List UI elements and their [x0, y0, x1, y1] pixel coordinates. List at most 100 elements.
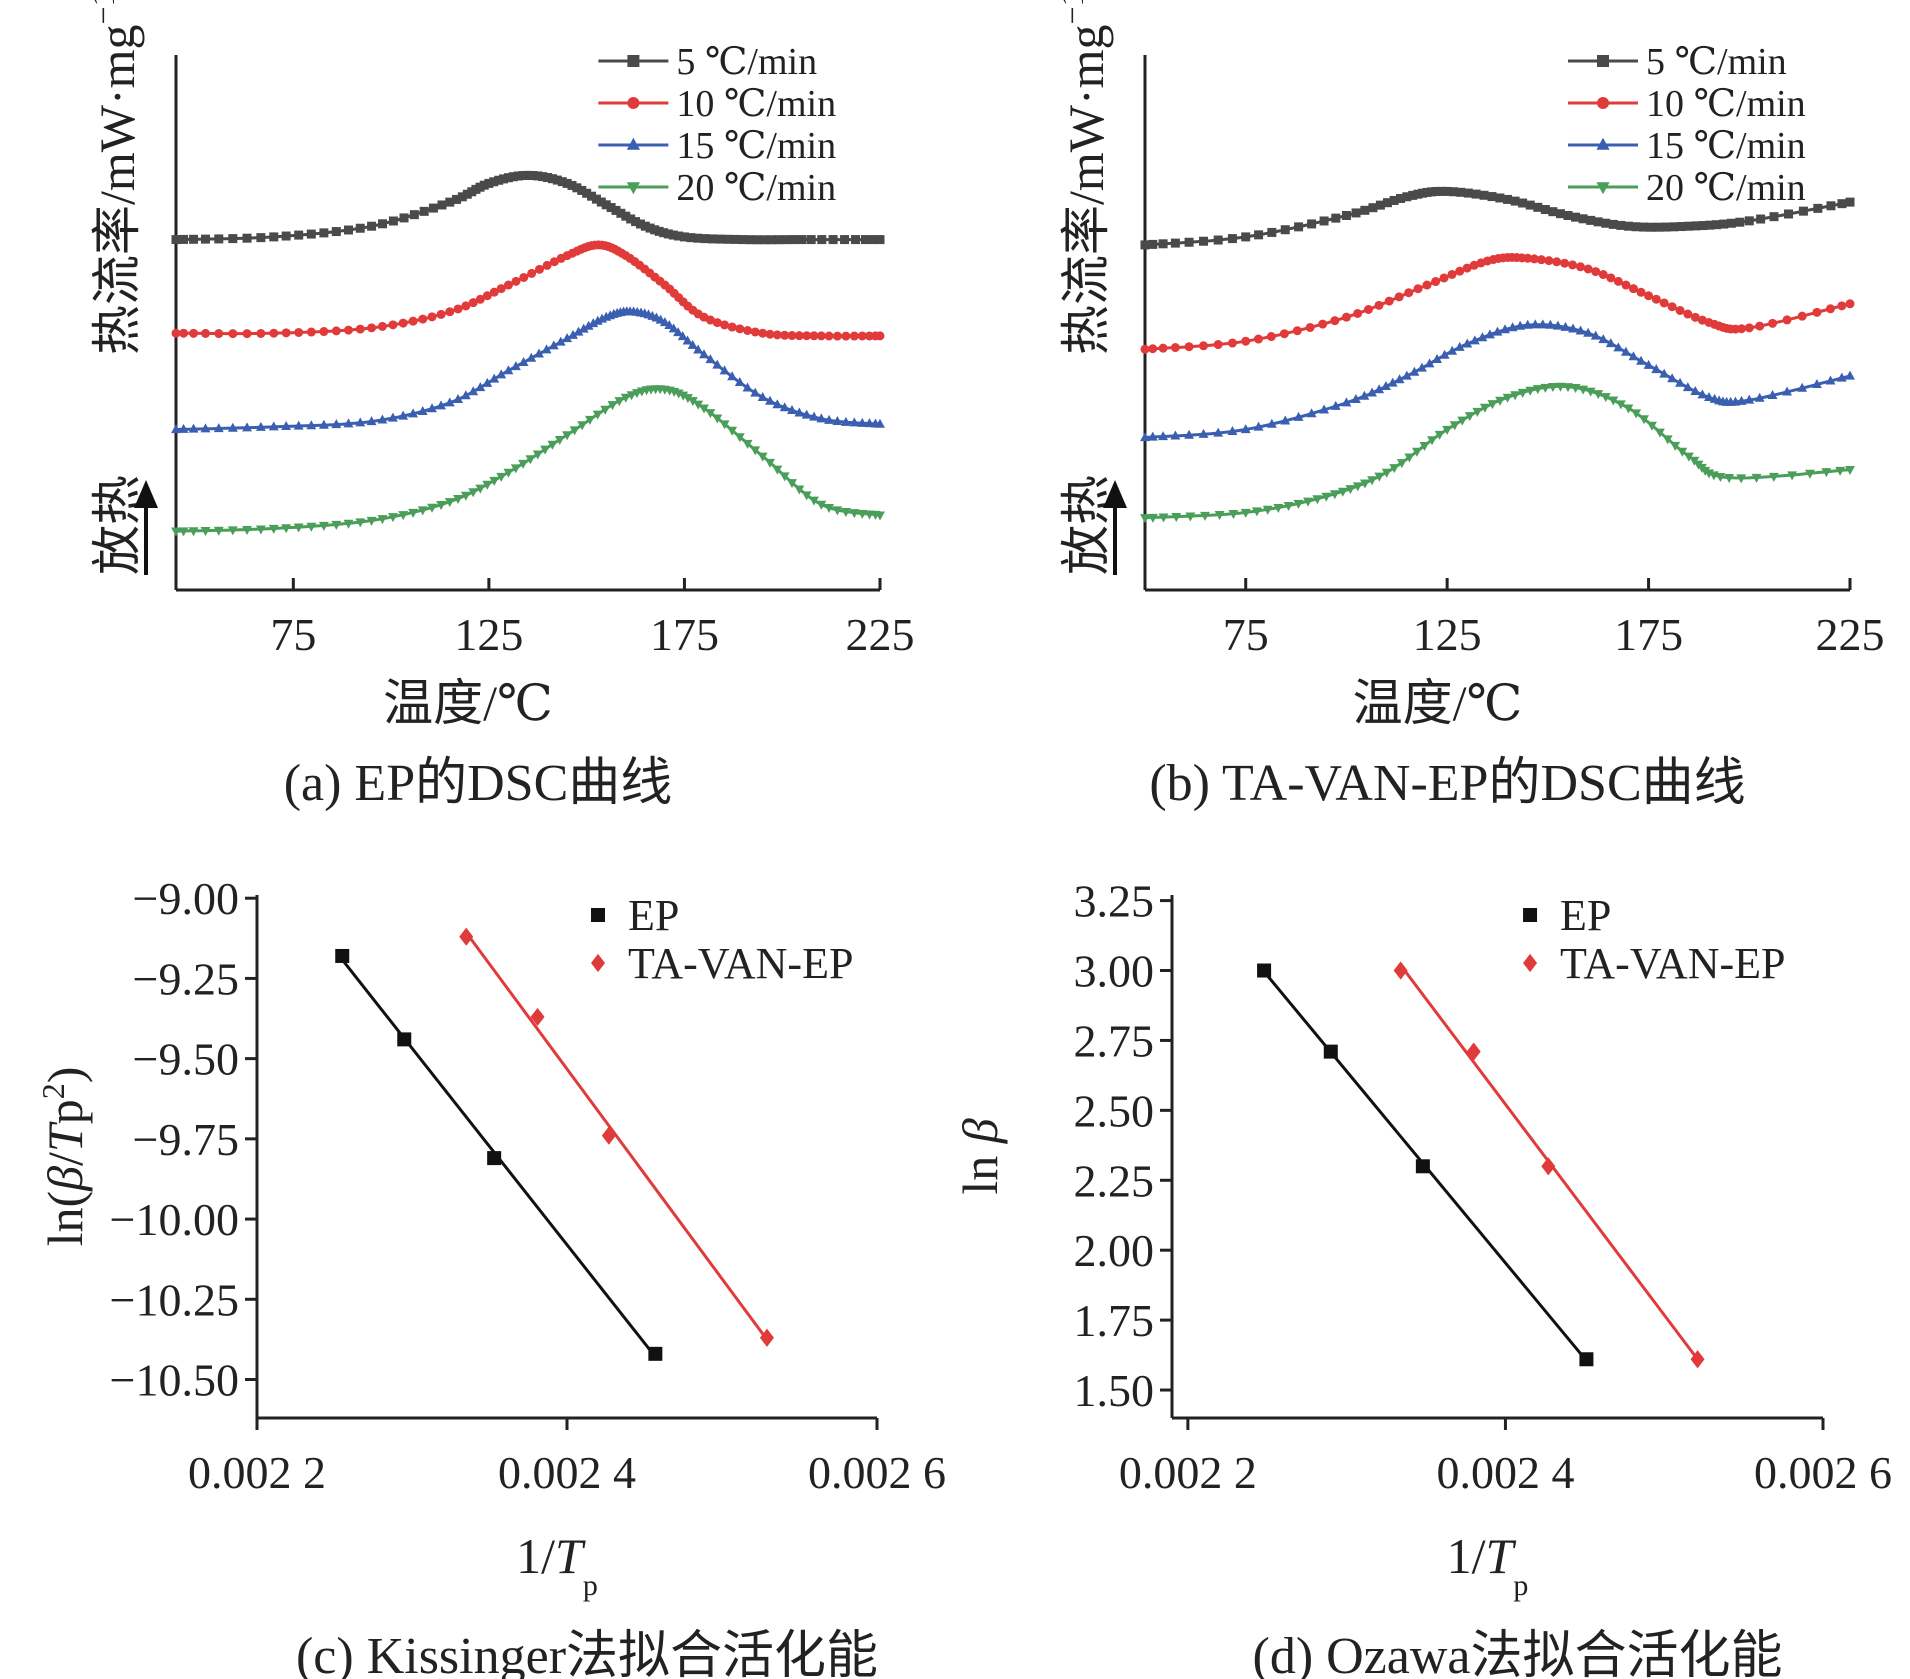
series-marker-2	[1424, 358, 1435, 368]
series-marker-1	[1552, 257, 1562, 267]
series-marker-0	[611, 205, 621, 215]
series-marker-1	[489, 287, 499, 297]
series-marker-0	[1402, 192, 1412, 202]
series-marker-3	[1631, 409, 1642, 419]
y-tick-label: −10.50	[110, 1354, 239, 1405]
series-marker-0	[1525, 200, 1535, 210]
series-marker-0	[1280, 225, 1290, 235]
series-marker-3	[1547, 383, 1558, 393]
series-marker-3	[227, 526, 238, 536]
series-marker-3	[1273, 503, 1284, 513]
fit-line-1	[465, 931, 769, 1341]
series-marker-1	[816, 331, 826, 341]
series-marker-2	[1319, 404, 1330, 414]
series-marker-3	[547, 440, 558, 450]
series-marker-0	[228, 234, 238, 244]
series-marker-1	[1536, 255, 1546, 265]
series-marker-1	[1768, 318, 1778, 328]
series-marker-2	[1387, 377, 1398, 387]
series-marker-3	[1240, 508, 1251, 518]
series-marker-0	[457, 192, 467, 202]
series-marker-3	[377, 515, 388, 525]
series-marker-3	[857, 509, 868, 519]
series-marker-1	[720, 320, 730, 330]
series-marker-2	[1659, 368, 1670, 378]
legend-marker-1	[591, 953, 605, 973]
series-marker-0	[1698, 221, 1708, 231]
series-marker-2	[673, 327, 684, 337]
series-marker-0	[567, 180, 577, 190]
series-marker-1	[1782, 315, 1792, 325]
series-marker-1	[355, 324, 365, 334]
series-marker-0	[543, 173, 553, 183]
series-marker-3	[816, 500, 827, 510]
series-marker-0	[1826, 201, 1836, 211]
series-marker-0	[1227, 234, 1237, 244]
series-marker-2	[816, 413, 827, 423]
data-point-1	[601, 1126, 616, 1145]
series-marker-1	[398, 318, 408, 328]
series-marker-1	[331, 326, 341, 336]
series-marker-2	[1158, 431, 1169, 441]
series-marker-0	[766, 235, 776, 245]
series-marker-1	[1523, 253, 1533, 263]
legend-marker-2	[626, 137, 640, 150]
series-marker-1	[319, 327, 329, 337]
series-marker-2	[1213, 427, 1224, 437]
series-marker-0	[1479, 190, 1489, 200]
series-marker-3	[1329, 490, 1340, 500]
legend-label-1: 10 ℃/min	[676, 83, 836, 125]
series-marker-2	[1782, 386, 1793, 396]
series-marker-3	[1472, 407, 1483, 417]
series-marker-0	[1623, 221, 1633, 231]
series-marker-3	[1570, 384, 1581, 394]
series-marker-3	[1502, 393, 1513, 403]
series-marker-0	[1503, 194, 1513, 204]
series-marker-3	[600, 405, 611, 415]
series-marker-1	[1394, 292, 1404, 302]
series-marker-1	[824, 331, 834, 341]
series-marker-0	[1813, 203, 1823, 213]
series-marker-0	[663, 229, 673, 239]
y-tick-label: 2.00	[1074, 1225, 1155, 1276]
series-marker-0	[1601, 218, 1611, 228]
series-marker-1	[1374, 300, 1384, 310]
series-marker-0	[723, 234, 733, 244]
series-marker-0	[399, 213, 409, 223]
series-marker-1	[534, 264, 544, 274]
series-marker-1	[794, 331, 804, 341]
series-marker-3	[398, 511, 409, 521]
series-line-2	[175, 310, 881, 431]
series-marker-2	[801, 409, 812, 419]
y-tick-label: 1.75	[1074, 1295, 1155, 1346]
series-marker-3	[281, 524, 292, 534]
series-marker-3	[693, 400, 704, 410]
series-marker-2	[1797, 382, 1808, 392]
series-marker-0	[508, 172, 518, 182]
series-marker-0	[1593, 217, 1603, 227]
series-marker-0	[242, 233, 252, 243]
series-marker-0	[700, 234, 710, 244]
series-marker-1	[1613, 276, 1623, 286]
series-marker-0	[1646, 222, 1656, 232]
series-marker-0	[1586, 215, 1596, 225]
series-marker-3	[460, 491, 471, 501]
series-marker-0	[1294, 222, 1304, 232]
series-marker-2	[1515, 320, 1526, 330]
series-marker-2	[387, 412, 398, 422]
series-marker-3	[727, 426, 738, 436]
series-marker-0	[1676, 222, 1686, 232]
series-marker-3	[1845, 466, 1855, 476]
series-marker-1	[1675, 305, 1685, 315]
series-marker-1	[1292, 326, 1302, 336]
series-marker-0	[869, 235, 879, 245]
series-marker-3	[1337, 487, 1348, 497]
series-marker-3	[482, 480, 493, 490]
series-marker-1	[1279, 329, 1289, 339]
series-marker-0	[572, 183, 582, 193]
series-marker-3	[626, 391, 637, 401]
series-marker-3	[468, 488, 479, 498]
series-marker-2	[1417, 362, 1427, 372]
series-marker-0	[577, 185, 587, 195]
